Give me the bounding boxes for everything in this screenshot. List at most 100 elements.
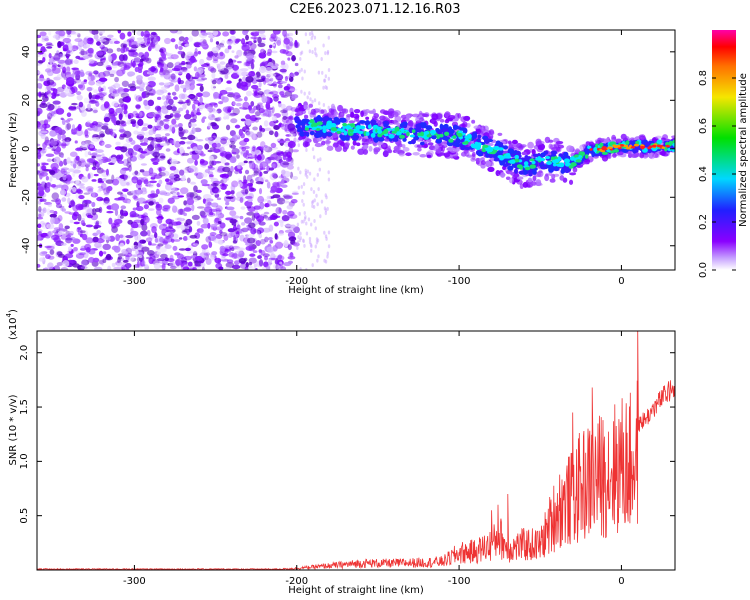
spectrogram-noise-blob (244, 217, 253, 224)
spectrogram-band-core (518, 170, 525, 175)
spectrogram-noise-blob (279, 68, 287, 73)
spectrogram-band-core (438, 129, 443, 133)
spectrogram-noise-blob (231, 264, 241, 270)
spectrogram-sparse-blob (327, 68, 331, 73)
spectrogram-noise-blob (211, 142, 218, 148)
spectrogram-noise-blob (205, 136, 213, 141)
spectrogram-noise-blob (271, 172, 278, 178)
spectrogram-noise-blob (146, 229, 151, 237)
spectrogram-noise-blob (118, 113, 123, 121)
spectrogram-noise-blob (258, 107, 265, 114)
spectrogram-noise-blob (123, 266, 127, 270)
spectrogram-noise-blob (199, 153, 206, 157)
spectrogram-band-halo (473, 125, 481, 130)
spectrogram-noise-blob (175, 221, 182, 226)
spectrogram-band-highlight (529, 164, 536, 169)
spectrogram-noise-blob (87, 151, 92, 156)
spectrogram-noise-blob (156, 258, 166, 261)
spectrogram-band-highlight (500, 156, 506, 160)
snr-multiplier-base: (x10 (8, 317, 19, 340)
spectrogram-noise-blob (91, 107, 98, 114)
spectrogram-noise-blob (46, 223, 55, 230)
spectrogram-noise-blob (163, 72, 172, 80)
spectrogram-noise-blob (95, 149, 104, 153)
spectrogram-band-halo (521, 151, 527, 156)
spectrogram-band-halo (387, 145, 391, 153)
spectrogram-noise-blob (56, 73, 64, 80)
spectrogram-noise-blob (266, 246, 274, 253)
spectrogram-sparse-blob (314, 47, 317, 52)
spectrogram-noise-blob (177, 128, 186, 135)
spectrogram-noise-blob (88, 100, 97, 104)
spectrogram-noise-blob (263, 78, 271, 83)
spectrogram-band-halo (360, 110, 364, 118)
spectrogram-sparse-blob (305, 221, 308, 226)
spectrogram-noise-blob (120, 205, 127, 210)
spectrogram-noise-blob (262, 227, 271, 233)
spectrogram-noise-blob (216, 79, 222, 85)
spectrogram-noise-blob (255, 181, 264, 185)
spectrogram-noise-blob (55, 184, 64, 188)
spectrogram-noise-blob (90, 192, 99, 198)
spectrogram-noise-blob (94, 154, 102, 158)
spectrogram-noise-blob (74, 140, 78, 144)
spectrogram-noise-blob (153, 174, 162, 179)
spectrogram-noise-blob (287, 244, 292, 251)
spectrogram-noise-blob (178, 62, 186, 66)
spectrogram-sparse-blob (298, 211, 301, 216)
spectrogram-band-highlight (601, 151, 609, 155)
spectrogram-noise-blob (179, 169, 185, 176)
spectrogram-noise-blob (191, 153, 200, 161)
spectrogram-noise-blob (246, 233, 255, 238)
spectrogram-band-halo (352, 140, 357, 146)
spectrogram-noise-blob (243, 152, 248, 158)
spectrogram-noise-blob (238, 250, 245, 258)
spectrogram-noise-blob (166, 185, 176, 192)
spectrogram-noise-blob (183, 262, 188, 265)
spectrogram-noise-blob (250, 62, 255, 70)
spectrogram-band-halo (569, 179, 574, 185)
spectrogram-noise-blob (216, 63, 221, 66)
spectrogram-noise-blob (286, 32, 294, 37)
spectrogram-noise-blob (53, 227, 61, 231)
spectrogram-noise-blob (184, 36, 189, 42)
spectrogram-sparse-blob (322, 102, 326, 107)
snr-ytick-label: 1.5 (19, 399, 30, 415)
spectrogram-noise-blob (187, 95, 195, 98)
spectrogram-noise-blob (280, 184, 288, 188)
spectrogram-noise-blob (187, 261, 193, 267)
spectrogram-noise-blob (273, 96, 279, 102)
spectrogram-noise-blob (186, 235, 191, 240)
spectrogram-noise-blob (189, 250, 198, 254)
spectrogram-noise-blob (176, 191, 180, 196)
spectrogram-noise-blob (39, 130, 48, 134)
spectrogram-noise-blob (234, 250, 243, 254)
spectrogram-noise-blob (228, 252, 235, 258)
spectrogram-noise-blob (171, 187, 178, 195)
spectrogram-noise-blob (280, 64, 287, 69)
spectrogram-noise-blob (191, 30, 199, 37)
spectrogram-noise-blob (249, 42, 257, 50)
spectrogram-noise-blob (246, 237, 256, 244)
spectrogram-sparse-blob (297, 235, 300, 240)
spectrogram-noise-blob (196, 206, 205, 209)
spectrogram-noise-blob (212, 55, 219, 62)
spectrogram-noise-blob (167, 197, 175, 204)
spectrogram-noise-blob (199, 96, 203, 104)
spectrogram-band-highlight (452, 134, 457, 139)
spectrogram-sparse-blob (305, 148, 308, 153)
spectrogram-noise-blob (169, 166, 177, 171)
spectrogram-noise-blob (193, 197, 198, 203)
spectrogram-noise-blob (75, 147, 83, 152)
spectrogram-noise-blob (70, 161, 78, 167)
spectrogram-noise-blob (182, 102, 187, 110)
spectrogram-noise-blob (135, 104, 141, 109)
spectrogram-noise-blob (49, 130, 57, 137)
spectrogram-noise-blob (90, 74, 96, 81)
spectrogram-noise-blob (37, 120, 41, 128)
spectrogram-noise-blob (196, 144, 203, 151)
spectrogram-band-highlight (531, 160, 536, 165)
spectrogram-band-highlight (470, 143, 477, 148)
spectrogram-noise-blob (76, 80, 84, 85)
